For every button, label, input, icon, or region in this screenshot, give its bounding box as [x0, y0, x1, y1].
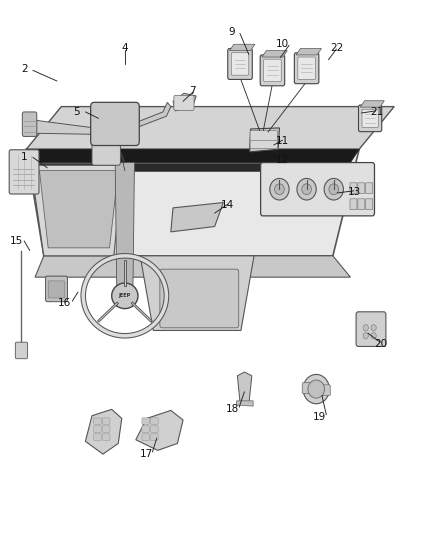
FancyBboxPatch shape [9, 150, 39, 194]
FancyBboxPatch shape [91, 102, 139, 146]
Circle shape [363, 325, 368, 331]
FancyBboxPatch shape [358, 183, 365, 193]
FancyBboxPatch shape [102, 426, 110, 432]
Text: 1: 1 [21, 152, 28, 162]
FancyBboxPatch shape [94, 434, 101, 440]
FancyBboxPatch shape [231, 53, 249, 75]
Text: 11: 11 [276, 136, 289, 146]
Polygon shape [26, 149, 359, 256]
Text: 13: 13 [348, 187, 361, 197]
Text: 2: 2 [21, 64, 28, 74]
Text: 7: 7 [189, 86, 196, 95]
FancyBboxPatch shape [102, 434, 110, 440]
FancyBboxPatch shape [160, 269, 239, 328]
Polygon shape [136, 410, 183, 450]
FancyBboxPatch shape [321, 385, 330, 395]
FancyBboxPatch shape [46, 276, 67, 302]
Text: 10: 10 [276, 39, 289, 49]
Text: 18: 18 [226, 405, 239, 414]
FancyBboxPatch shape [261, 163, 374, 216]
FancyBboxPatch shape [228, 49, 252, 79]
FancyBboxPatch shape [356, 312, 386, 346]
Ellipse shape [308, 380, 325, 398]
Polygon shape [237, 372, 252, 405]
Polygon shape [173, 93, 196, 111]
FancyBboxPatch shape [92, 139, 120, 165]
FancyBboxPatch shape [151, 426, 158, 432]
FancyBboxPatch shape [151, 418, 158, 424]
Polygon shape [35, 256, 350, 277]
FancyBboxPatch shape [15, 342, 28, 359]
Polygon shape [140, 256, 254, 330]
FancyBboxPatch shape [366, 199, 373, 209]
Polygon shape [26, 107, 394, 149]
Text: 4: 4 [121, 43, 128, 53]
Text: 17: 17 [140, 449, 153, 459]
Polygon shape [136, 102, 171, 128]
FancyBboxPatch shape [142, 426, 149, 432]
Polygon shape [39, 171, 118, 248]
Ellipse shape [297, 179, 316, 200]
FancyBboxPatch shape [174, 95, 194, 110]
Polygon shape [230, 44, 255, 51]
Text: 9: 9 [229, 27, 236, 37]
Polygon shape [237, 401, 253, 406]
FancyBboxPatch shape [142, 434, 149, 440]
Text: 15: 15 [10, 236, 23, 246]
Polygon shape [85, 409, 122, 454]
Polygon shape [171, 203, 223, 232]
FancyBboxPatch shape [264, 59, 281, 82]
FancyBboxPatch shape [250, 139, 277, 149]
FancyBboxPatch shape [366, 183, 373, 193]
Polygon shape [115, 163, 134, 306]
Polygon shape [250, 128, 279, 152]
Polygon shape [296, 49, 321, 55]
Ellipse shape [329, 184, 339, 195]
Text: 16: 16 [58, 298, 71, 308]
Ellipse shape [112, 283, 138, 309]
Polygon shape [360, 101, 384, 107]
FancyBboxPatch shape [358, 199, 365, 209]
Circle shape [371, 325, 376, 331]
Text: JEEP: JEEP [119, 293, 131, 298]
FancyBboxPatch shape [151, 434, 158, 440]
Ellipse shape [270, 179, 289, 200]
Polygon shape [31, 163, 350, 171]
Text: 12: 12 [276, 155, 289, 165]
FancyBboxPatch shape [102, 418, 110, 424]
FancyBboxPatch shape [358, 105, 382, 132]
Polygon shape [262, 51, 287, 57]
FancyBboxPatch shape [94, 426, 101, 432]
Text: 5: 5 [73, 107, 80, 117]
Ellipse shape [324, 179, 343, 200]
Ellipse shape [275, 184, 284, 195]
FancyBboxPatch shape [250, 131, 277, 141]
FancyBboxPatch shape [260, 55, 285, 86]
FancyBboxPatch shape [142, 418, 149, 424]
Ellipse shape [303, 374, 329, 404]
FancyBboxPatch shape [22, 112, 37, 136]
FancyBboxPatch shape [294, 53, 319, 84]
FancyBboxPatch shape [302, 383, 311, 393]
Polygon shape [31, 165, 123, 256]
Ellipse shape [302, 184, 311, 195]
Circle shape [371, 333, 376, 339]
FancyBboxPatch shape [350, 199, 357, 209]
Text: 20: 20 [374, 339, 388, 349]
FancyBboxPatch shape [48, 281, 65, 298]
Circle shape [363, 333, 368, 339]
FancyBboxPatch shape [298, 57, 315, 79]
Text: 21: 21 [370, 107, 383, 117]
Polygon shape [26, 149, 359, 163]
Text: 19: 19 [313, 412, 326, 422]
Text: 14: 14 [221, 200, 234, 210]
Polygon shape [28, 117, 94, 134]
FancyBboxPatch shape [350, 183, 357, 193]
FancyBboxPatch shape [362, 109, 378, 127]
Text: 22: 22 [331, 43, 344, 53]
FancyBboxPatch shape [94, 418, 101, 424]
